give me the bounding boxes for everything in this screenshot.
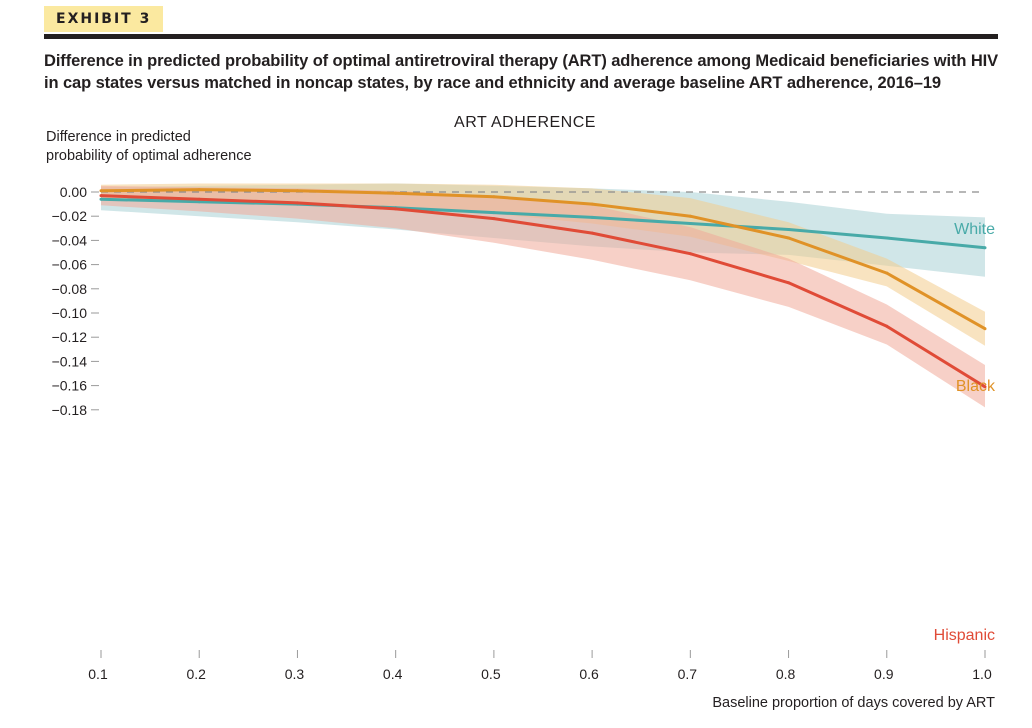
line-hispanic [100, 194, 986, 389]
point-hispanic-5 [590, 231, 594, 235]
point-black-9 [983, 327, 987, 331]
point-white-1 [197, 200, 201, 204]
point-white-4 [492, 211, 496, 215]
x-axis-label: Baseline proportion of days covered by A… [712, 695, 995, 711]
title-rule [44, 34, 998, 39]
y-axis: 0.00 −0.02 −0.04 −0.06 −0.08 −0.10 −0.12 −0.14 −… [52, 184, 99, 418]
x-axis: 0.1 0.2 0.3 0.4 0.5 0.6 0.7 0.8 0.9 1.0 [88, 650, 992, 682]
y-tick-label-0: 0.00 [60, 184, 87, 200]
y-tick-label-8: −0.16 [52, 378, 88, 394]
x-tick-label-2: 0.3 [285, 666, 305, 682]
point-black-6 [688, 214, 692, 218]
point-hispanic-1 [197, 197, 201, 201]
point-hispanic-0 [99, 194, 103, 198]
point-black-7 [787, 236, 791, 240]
point-white-8 [885, 236, 889, 240]
point-black-3 [394, 191, 398, 195]
x-tick-label-5: 0.6 [579, 666, 599, 682]
point-hispanic-6 [688, 252, 692, 256]
point-hispanic-9 [983, 385, 987, 389]
line-white [100, 197, 986, 250]
y-tick-label-2: −0.04 [52, 232, 88, 248]
series-label-black: Black [956, 378, 996, 395]
series-lines [99, 188, 987, 389]
point-black-2 [295, 189, 299, 193]
point-hispanic-2 [295, 201, 299, 205]
band-black [101, 183, 985, 346]
x-tick-label-7: 0.8 [776, 666, 796, 682]
y-tick-label-3: −0.06 [52, 257, 88, 273]
point-black-0 [99, 189, 103, 193]
point-white-7 [787, 228, 791, 231]
x-tick-label-3: 0.4 [383, 666, 403, 682]
point-white-0 [99, 197, 103, 201]
x-tick-label-1: 0.2 [186, 666, 206, 682]
y-tick-label-9: −0.18 [52, 402, 88, 418]
point-black-8 [885, 271, 889, 275]
y-tick-label-7: −0.14 [52, 353, 88, 369]
y-tick-label-1: −0.02 [52, 208, 88, 224]
y-tick-label-4: −0.08 [52, 281, 88, 297]
point-black-4 [492, 195, 496, 199]
point-white-5 [590, 215, 594, 219]
x-tick-label-6: 0.7 [678, 666, 698, 682]
line-black [100, 188, 986, 331]
y-axis-label-line2: probability of optimal adherence [46, 148, 252, 164]
point-hispanic-7 [787, 281, 791, 285]
y-axis-label-line1: Difference in predicted [46, 129, 191, 145]
point-black-1 [197, 188, 201, 192]
point-hispanic-4 [492, 217, 496, 221]
x-tick-label-4: 0.5 [481, 666, 501, 682]
confidence-bands [101, 183, 985, 408]
point-white-9 [983, 246, 987, 250]
series-label-hispanic: Hispanic [934, 627, 995, 644]
chart-header: ART ADHERENCE [454, 114, 596, 131]
point-hispanic-8 [885, 324, 889, 328]
band-hispanic [101, 185, 985, 408]
y-tick-label-6: −0.12 [52, 329, 88, 345]
point-hispanic-3 [394, 207, 398, 211]
x-tick-label-0: 0.1 [88, 666, 108, 682]
exhibit-label: EXHIBIT 3 [44, 6, 164, 32]
series-labels: White Black Hispanic [934, 221, 996, 644]
x-tick-label-8: 0.9 [874, 666, 894, 682]
x-tick-label-9: 1.0 [972, 666, 992, 682]
series-label-white: White [954, 221, 995, 238]
point-black-5 [590, 202, 594, 206]
y-tick-label-5: −0.10 [52, 305, 88, 321]
chart-title: Difference in predicted probability of o… [44, 52, 999, 92]
point-white-6 [688, 222, 692, 225]
